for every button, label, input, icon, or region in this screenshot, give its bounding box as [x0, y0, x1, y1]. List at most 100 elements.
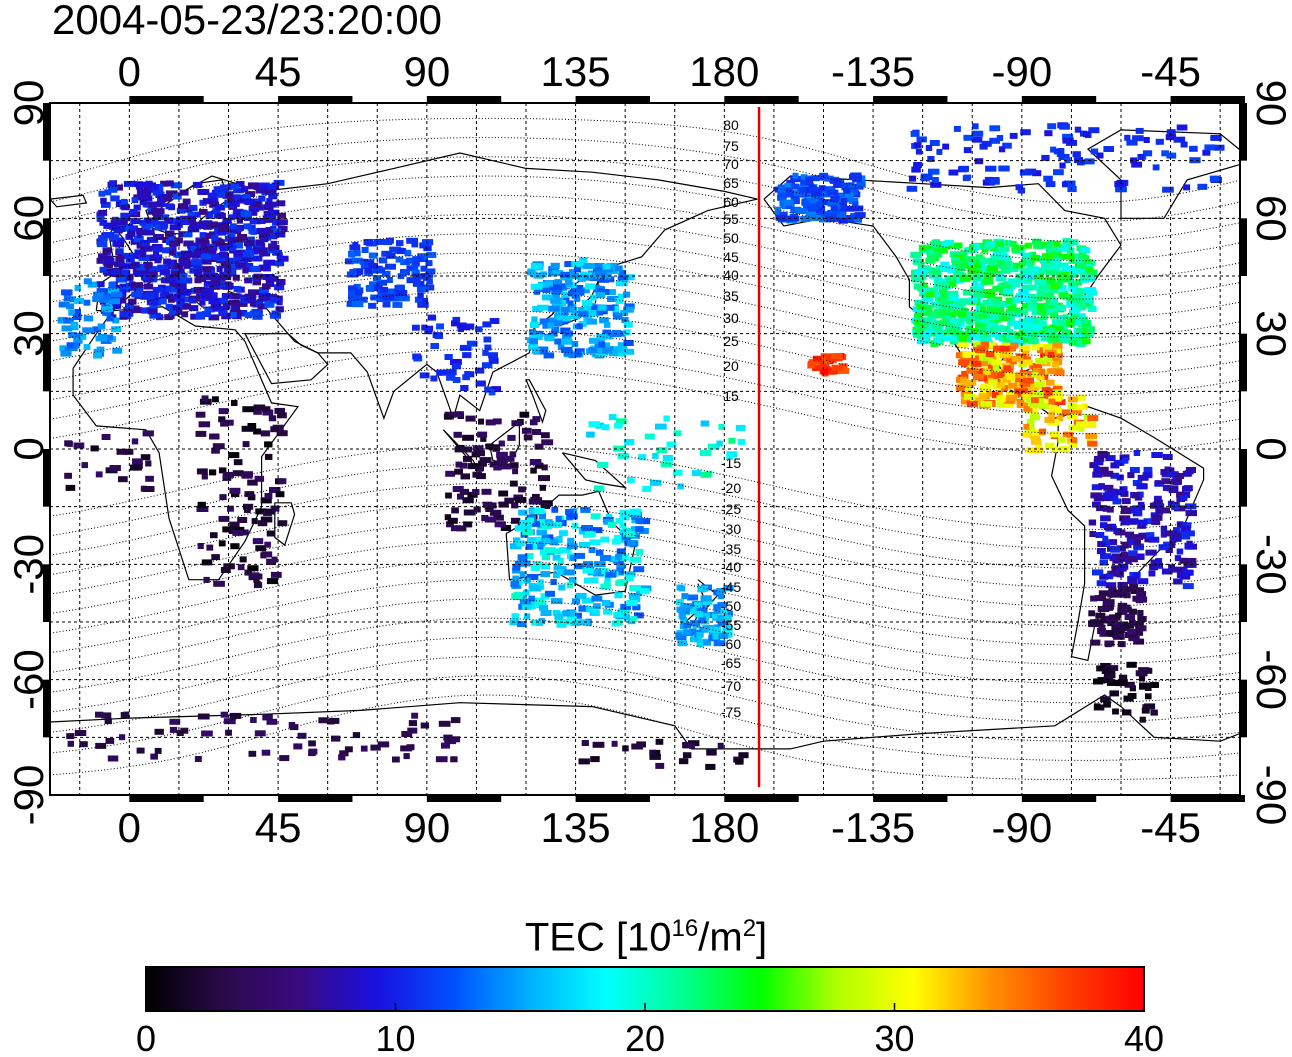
tec-point — [992, 285, 1004, 292]
tec-point — [107, 755, 119, 762]
tec-point — [1086, 326, 1095, 333]
tec-point — [61, 289, 73, 296]
tec-point — [96, 281, 105, 288]
tec-point — [1061, 319, 1071, 326]
tec-point — [232, 274, 240, 281]
tec-point — [222, 192, 234, 199]
tec-point — [356, 268, 364, 275]
tec-point — [687, 594, 699, 601]
axis-bar-bottom — [575, 795, 650, 802]
tec-point — [1025, 316, 1035, 323]
tec-point — [244, 263, 254, 269]
tec-point — [370, 744, 381, 751]
tec-point — [256, 227, 268, 234]
tec-point — [699, 617, 707, 624]
tec-point — [1129, 467, 1140, 473]
tec-point — [538, 475, 550, 482]
contour-label: 45 — [723, 249, 739, 265]
tec-point — [1005, 334, 1016, 341]
tec-point — [927, 326, 937, 333]
tec-point — [1049, 327, 1058, 334]
tec-point — [82, 327, 94, 334]
tec-point — [777, 191, 790, 198]
tec-point — [1036, 347, 1043, 354]
tec-point — [702, 612, 711, 619]
tec-point — [1090, 148, 1099, 155]
axis-bar-top — [1021, 96, 1097, 103]
tec-point — [1051, 257, 1062, 264]
tec-point — [717, 593, 724, 600]
tec-point — [666, 441, 677, 448]
tec-point — [96, 257, 109, 264]
tec-point — [98, 190, 106, 197]
tec-point — [919, 245, 932, 252]
tec-point — [926, 251, 939, 258]
tec-point — [1148, 570, 1156, 577]
tec-point — [989, 178, 1000, 185]
tec-point — [1072, 308, 1080, 315]
tec-point — [972, 311, 980, 318]
tec-point — [351, 257, 363, 264]
tec-point — [217, 229, 227, 236]
tec-point — [257, 247, 268, 254]
tec-point — [235, 181, 245, 187]
lat-tick-label-left: 0 — [5, 437, 52, 460]
tec-point — [524, 613, 531, 620]
tec-point — [195, 313, 206, 320]
tec-point — [568, 352, 576, 359]
tec-point — [207, 192, 218, 199]
tec-point — [521, 604, 532, 611]
tec-point — [259, 236, 269, 243]
tec-point — [1038, 368, 1045, 375]
tec-point — [145, 254, 157, 261]
tec-point — [228, 237, 236, 244]
tec-point — [654, 749, 661, 756]
tec-point — [120, 198, 128, 205]
tec-point — [613, 445, 625, 452]
contour-label: 65 — [723, 175, 739, 191]
tec-point — [548, 305, 560, 312]
tec-point — [233, 187, 245, 194]
tec-point — [775, 211, 782, 218]
lat-tick-label-right: 0 — [1248, 437, 1292, 460]
tec-point — [963, 256, 975, 263]
tec-point — [973, 262, 982, 269]
tec-point — [518, 560, 531, 567]
tec-point — [242, 251, 255, 258]
tec-point — [253, 408, 262, 415]
tec-point — [141, 245, 153, 252]
tec-point — [276, 430, 288, 437]
tec-point — [568, 269, 576, 276]
tec-point — [488, 352, 498, 359]
tec-point — [229, 223, 237, 230]
tec-point — [1176, 572, 1188, 578]
tec-point — [253, 404, 266, 411]
tec-point — [1026, 370, 1035, 377]
tec-point — [1058, 154, 1070, 160]
tec-point — [205, 212, 213, 219]
tec-point — [1108, 614, 1115, 621]
tec-point — [1036, 289, 1045, 296]
tec-point — [1112, 498, 1122, 505]
tec-point — [589, 337, 598, 344]
tec-point — [1056, 415, 1064, 422]
tec-point — [1060, 274, 1068, 281]
tec-point — [1139, 683, 1148, 690]
tec-point — [1152, 164, 1160, 171]
tec-point — [120, 212, 130, 219]
tec-point — [593, 570, 604, 577]
tec-point — [452, 377, 461, 383]
tec-point — [492, 418, 502, 425]
tec-point — [160, 180, 169, 187]
tec-point — [1084, 158, 1095, 165]
tec-point — [989, 309, 1002, 316]
tec-point — [1137, 491, 1144, 498]
tec-point — [1103, 701, 1111, 708]
tec-point — [1182, 583, 1194, 590]
tec-point — [930, 247, 941, 254]
tec-point — [1100, 663, 1111, 669]
tec-point — [589, 577, 599, 584]
tec-point — [728, 437, 736, 444]
coastline-segment — [244, 333, 329, 385]
tec-point — [209, 231, 217, 238]
